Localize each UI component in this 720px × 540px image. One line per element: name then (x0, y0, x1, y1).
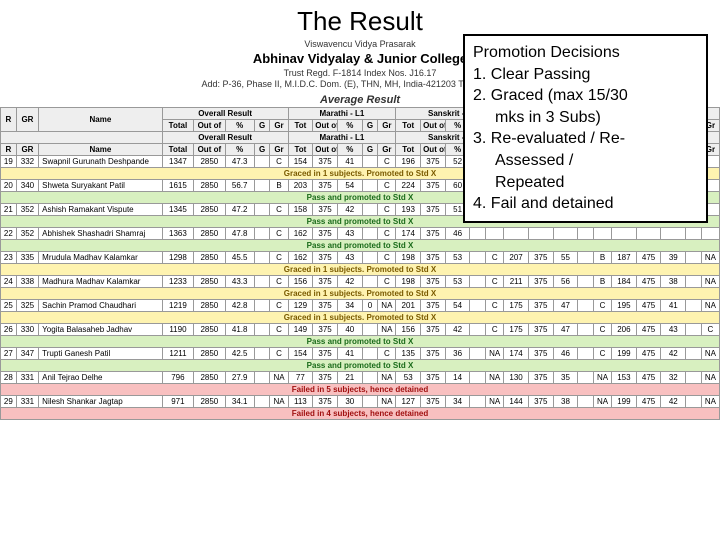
name-cell: Madhura Madhav Kalamkar (39, 276, 163, 288)
col-gr-2: GR (16, 144, 38, 156)
col-s1-gr: Gr (378, 120, 396, 132)
table-row: 25325Sachin Pramod Chaudhari1219285042.8… (1, 300, 720, 312)
table-row: 24338Madhura Madhav Kalamkar1233285043.3… (1, 276, 720, 288)
col-overall: Overall Result (162, 108, 288, 120)
table-row: 29331Nilesh Shankar Jagtap971285034.1NA1… (1, 396, 720, 408)
status-row: Graced in 1 subjects. Promoted to Std X (1, 288, 720, 300)
col-gr2: Gr (270, 120, 288, 132)
overlay-item-1: 1. Clear Passing (473, 64, 698, 86)
status-row: Graced in 1 subjects. Promoted to Std X (1, 312, 720, 324)
col-s1-out: Out of (313, 120, 338, 132)
col-s1-pct: % (337, 120, 362, 132)
col-sub1b: Marathi - L1 (288, 132, 396, 144)
overlay-item-2: 2. Graced (max 15/30 (473, 85, 698, 107)
status-row: Graced in 1 subjects. Promoted to Std X (1, 264, 720, 276)
name-cell: Sachin Pramod Chaudhari (39, 300, 163, 312)
col-name2: Name (39, 144, 163, 156)
table-row: 26330Yogita Balasaheb Jadhav1190285041.8… (1, 324, 720, 336)
status-row: Pass and promoted to Std X (1, 336, 720, 348)
status-row: Failed in 4 subjects, hence detained (1, 408, 720, 420)
table-row: 23335Mrudula Madhav Kalamkar1298285045.5… (1, 252, 720, 264)
promotion-overlay: Promotion Decisions 1. Clear Passing 2. … (463, 34, 708, 223)
name-cell: Trupti Ganesh Patil (39, 348, 163, 360)
table-row: 22352Abhishek Shashadri Shamraj136328504… (1, 228, 720, 240)
name-cell: Shweta Suryakant Patil (39, 180, 163, 192)
overlay-item-3b: Assessed / (473, 150, 698, 172)
name-cell: Nilesh Shankar Jagtap (39, 396, 163, 408)
col-s1-g: G (362, 120, 378, 132)
col-gr: GR (16, 108, 38, 132)
overlay-item-3c: Repeated (473, 172, 698, 194)
col-out: Out of (194, 120, 225, 132)
col-overall2: Overall Result (162, 132, 288, 144)
col-r: R (1, 108, 17, 132)
overlay-item-2b: mks in 3 Subs) (473, 107, 698, 129)
name-cell: Mrudula Madhav Kalamkar (39, 252, 163, 264)
col-sub1: Marathi - L1 (288, 108, 396, 120)
col-total: Total (162, 120, 193, 132)
overlay-item-3: 3. Re-evaluated / Re- (473, 128, 698, 150)
name-cell: Ashish Ramakant Vispute (39, 204, 163, 216)
name-cell: Yogita Balasaheb Jadhav (39, 324, 163, 336)
name-cell: Swapnil Gurunath Deshpande (39, 156, 163, 168)
col-pct: % (225, 120, 254, 132)
col-g: G (254, 120, 270, 132)
col-s1-tot: Tot (288, 120, 313, 132)
overlay-heading: Promotion Decisions (473, 42, 698, 64)
status-row: Pass and promoted to Std X (1, 240, 720, 252)
col-name: Name (39, 108, 163, 132)
name-cell: Anil Tejrao Delhe (39, 372, 163, 384)
col-s2-tot: Tot (396, 120, 421, 132)
name-cell: Abhishek Shashadri Shamraj (39, 228, 163, 240)
col-r2: R (1, 144, 17, 156)
status-row: Failed in 5 subjects, hence detained (1, 384, 720, 396)
table-row: 27347Trupti Ganesh Patil1211285042.5C154… (1, 348, 720, 360)
col-s2-out: Out of (421, 120, 446, 132)
status-row: Pass and promoted to Std X (1, 360, 720, 372)
overlay-item-4: 4. Fail and detained (473, 193, 698, 215)
table-row: 28331Anil Tejrao Delhe796285027.9NA77375… (1, 372, 720, 384)
